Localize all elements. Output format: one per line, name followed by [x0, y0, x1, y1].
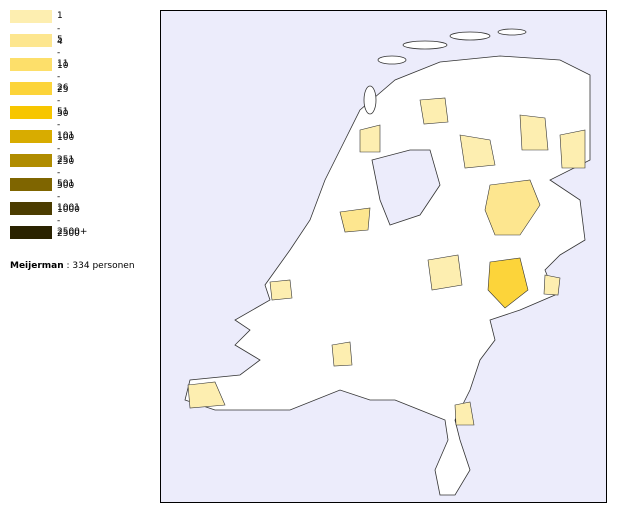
island	[402, 40, 448, 50]
region	[419, 97, 449, 125]
legend-label: 251 - 500	[57, 155, 75, 191]
legend-swatch	[10, 178, 52, 191]
legend-swatch	[10, 10, 52, 23]
region	[339, 207, 371, 233]
legend-label: 5 - 10	[57, 35, 69, 71]
summary: Meijerman : 334 personen	[10, 261, 135, 271]
island	[377, 55, 407, 65]
region	[427, 254, 463, 291]
count: : 334 personen	[66, 261, 135, 271]
legend-swatch	[10, 34, 52, 47]
region	[454, 401, 475, 426]
region	[519, 114, 549, 151]
legend-label: 501 - 1000	[57, 179, 80, 215]
legend-swatch	[10, 106, 52, 119]
region	[559, 129, 586, 169]
region	[484, 179, 541, 236]
legend-label: 1001 - 2500	[57, 203, 80, 239]
legend-swatch	[10, 82, 52, 95]
municipalities	[187, 97, 586, 426]
region	[359, 124, 381, 153]
legend-label: 26 - 50	[57, 83, 69, 119]
surname: Meijerman	[10, 261, 64, 271]
legend-label: 101 - 250	[57, 131, 75, 167]
region	[543, 274, 561, 296]
island	[449, 31, 491, 41]
region	[459, 134, 496, 169]
region	[187, 381, 226, 409]
legend-swatch	[10, 226, 52, 239]
legend-label: 2500+	[57, 227, 88, 237]
region	[331, 341, 353, 367]
region	[487, 257, 529, 309]
legend-swatch	[10, 154, 52, 167]
legend-swatch	[10, 202, 52, 215]
legend-label: 1 - 4	[57, 11, 63, 47]
legend-label: 11 - 25	[57, 59, 69, 95]
island	[363, 85, 377, 115]
region	[269, 279, 293, 301]
legend-swatch	[10, 58, 52, 71]
legend-label: 51 - 100	[57, 107, 75, 143]
island	[497, 28, 527, 36]
legend-swatch	[10, 130, 52, 143]
ijsselmeer	[371, 149, 441, 226]
